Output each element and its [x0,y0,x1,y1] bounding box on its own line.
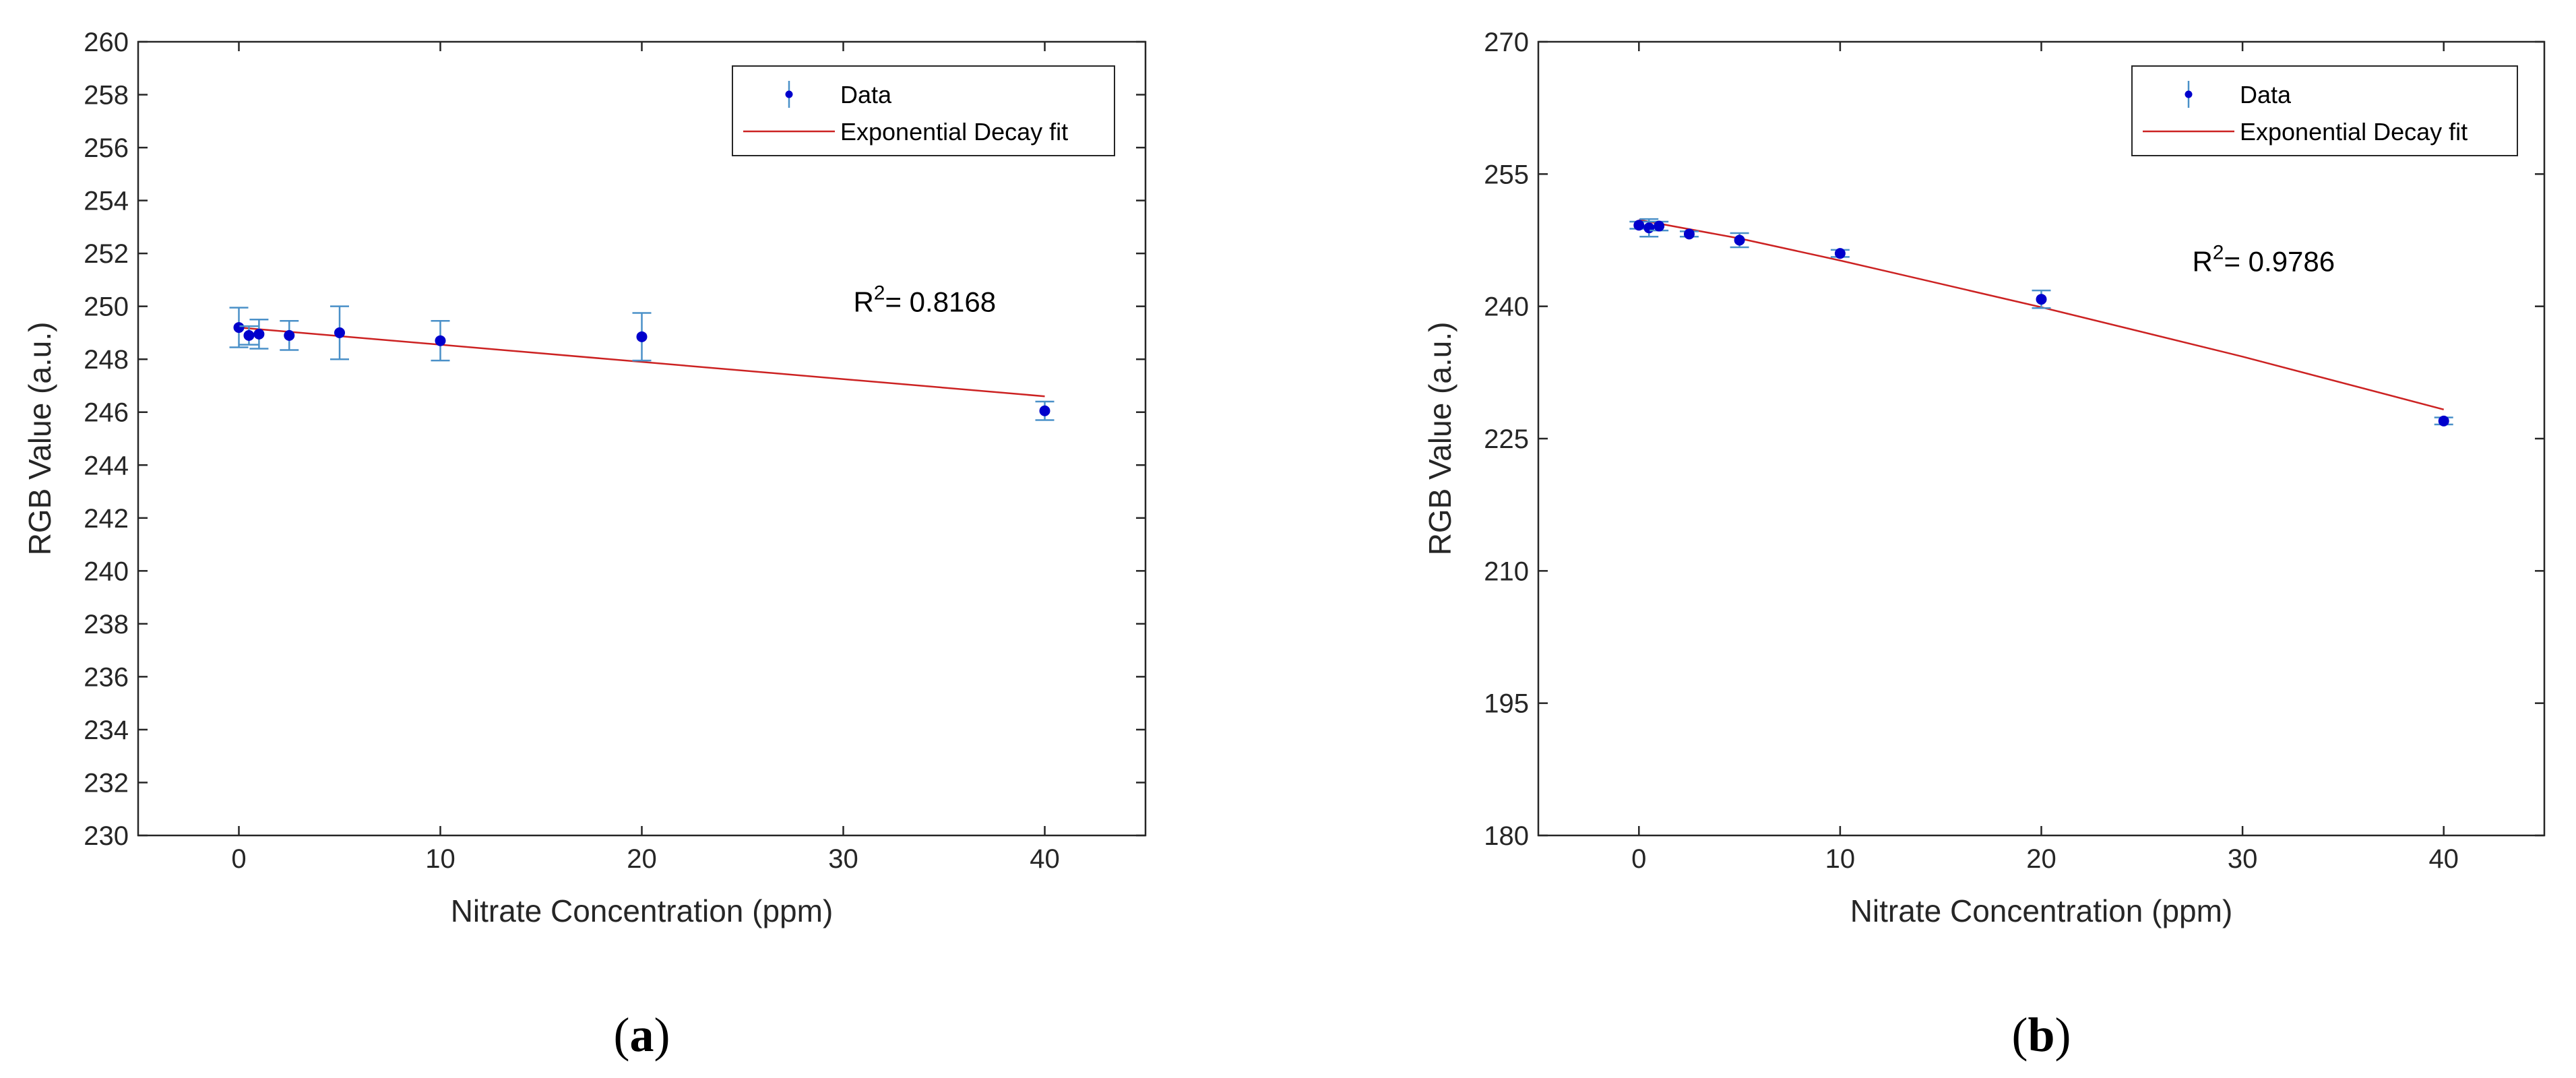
y-tick-label: 255 [1484,160,1529,189]
y-tick-label: 250 [84,292,129,322]
y-tick-label: 236 [84,662,129,692]
legend-marker-data [785,90,793,98]
legend-box [732,65,1115,156]
data-point [233,322,245,334]
y-tick-label: 258 [84,81,129,110]
data-point [1633,220,1645,231]
y-tick-label: 254 [84,187,129,216]
legend-label-data: Data [2240,81,2292,108]
x-tick-label: 0 [1631,844,1646,874]
y-tick-label: 180 [1484,821,1529,851]
x-tick-label: 10 [1825,844,1856,874]
y-tick-label: 210 [1484,557,1529,586]
y-tick-label: 270 [1484,28,1529,57]
chart-panel-a: 0 10 20 30 40 230 232 234 236 238 240 242 244 246 248 2… [22,28,1147,1062]
data-point [2036,294,2047,305]
x-tick-label: 20 [2026,844,2056,874]
legend-box [2131,65,2518,156]
plot-area [1537,40,2546,837]
panel-caption: (a) [614,1008,670,1062]
data-point [2438,415,2449,426]
y-tick-label: 240 [84,557,129,586]
plot-area [137,40,1147,837]
y-axis-label: RGB Value (a.u.) [1422,322,1457,556]
data-point [243,329,255,341]
y-tick-label: 244 [84,451,129,480]
x-axis-label: Nitrate Concentration (ppm) [1850,893,2233,928]
y-tick-label: 242 [84,504,129,534]
x-tick-label: 10 [425,844,455,874]
y-tick-label: 260 [84,28,129,57]
x-tick-label: 40 [2428,844,2459,874]
y-tick-label: 256 [84,133,129,163]
x-tick-label: 30 [828,844,858,874]
fit-line [239,326,1045,398]
data-point [1683,228,1695,240]
data-point [334,327,345,338]
x-axis-label: Nitrate Concentration (ppm) [451,893,834,928]
legend-label-fit: Exponential Decay fit [2240,118,2468,146]
x-tick-label: 0 [231,844,246,874]
data-point [1654,220,1665,232]
chart-panel-b: 0 10 20 30 40 180 195 210 225 240 255 270 Nitrate Co… [1288,0,2575,1078]
y-tick-label: 225 [1484,424,1529,454]
x-tick-label: 20 [627,844,657,874]
y-axis-label: RGB Value (a.u.) [22,322,57,556]
legend-marker-data [2185,90,2193,98]
data-point [1834,248,1846,259]
chart-a: 0 10 20 30 40 230 232 234 236 238 240 242 244 246 248 2… [22,28,1147,1062]
x-tick-label: 40 [1030,844,1060,874]
y-tick-label: 246 [84,398,129,428]
data-point [253,328,265,340]
x-tick-label: 30 [2228,844,2258,874]
y-tick-label: 240 [1484,292,1529,322]
y-tick-label: 252 [84,239,129,269]
data-point [435,335,446,346]
r-squared-annotation: R2= 0.9786 [2192,241,2335,277]
data-point [1734,234,1745,246]
legend-label-data: Data [840,81,892,108]
panel-caption: (b) [2011,1008,2071,1062]
data-point [284,329,295,341]
data-point [1643,222,1655,234]
chart-b: 0 10 20 30 40 180 195 210 225 240 255 270 Nitrate Co… [1422,28,2546,1062]
data-point [1039,405,1050,416]
y-tick-label: 238 [84,610,129,639]
y-tick-label: 230 [84,821,129,851]
y-tick-label: 248 [84,345,129,375]
data-point [636,331,648,342]
fit-line [1639,219,2445,411]
legend-label-fit: Exponential Decay fit [840,118,1068,146]
y-tick-label: 195 [1484,689,1529,719]
y-tick-label: 232 [84,768,129,798]
y-tick-label: 234 [84,716,129,745]
r-squared-annotation: R2= 0.8168 [853,282,996,318]
